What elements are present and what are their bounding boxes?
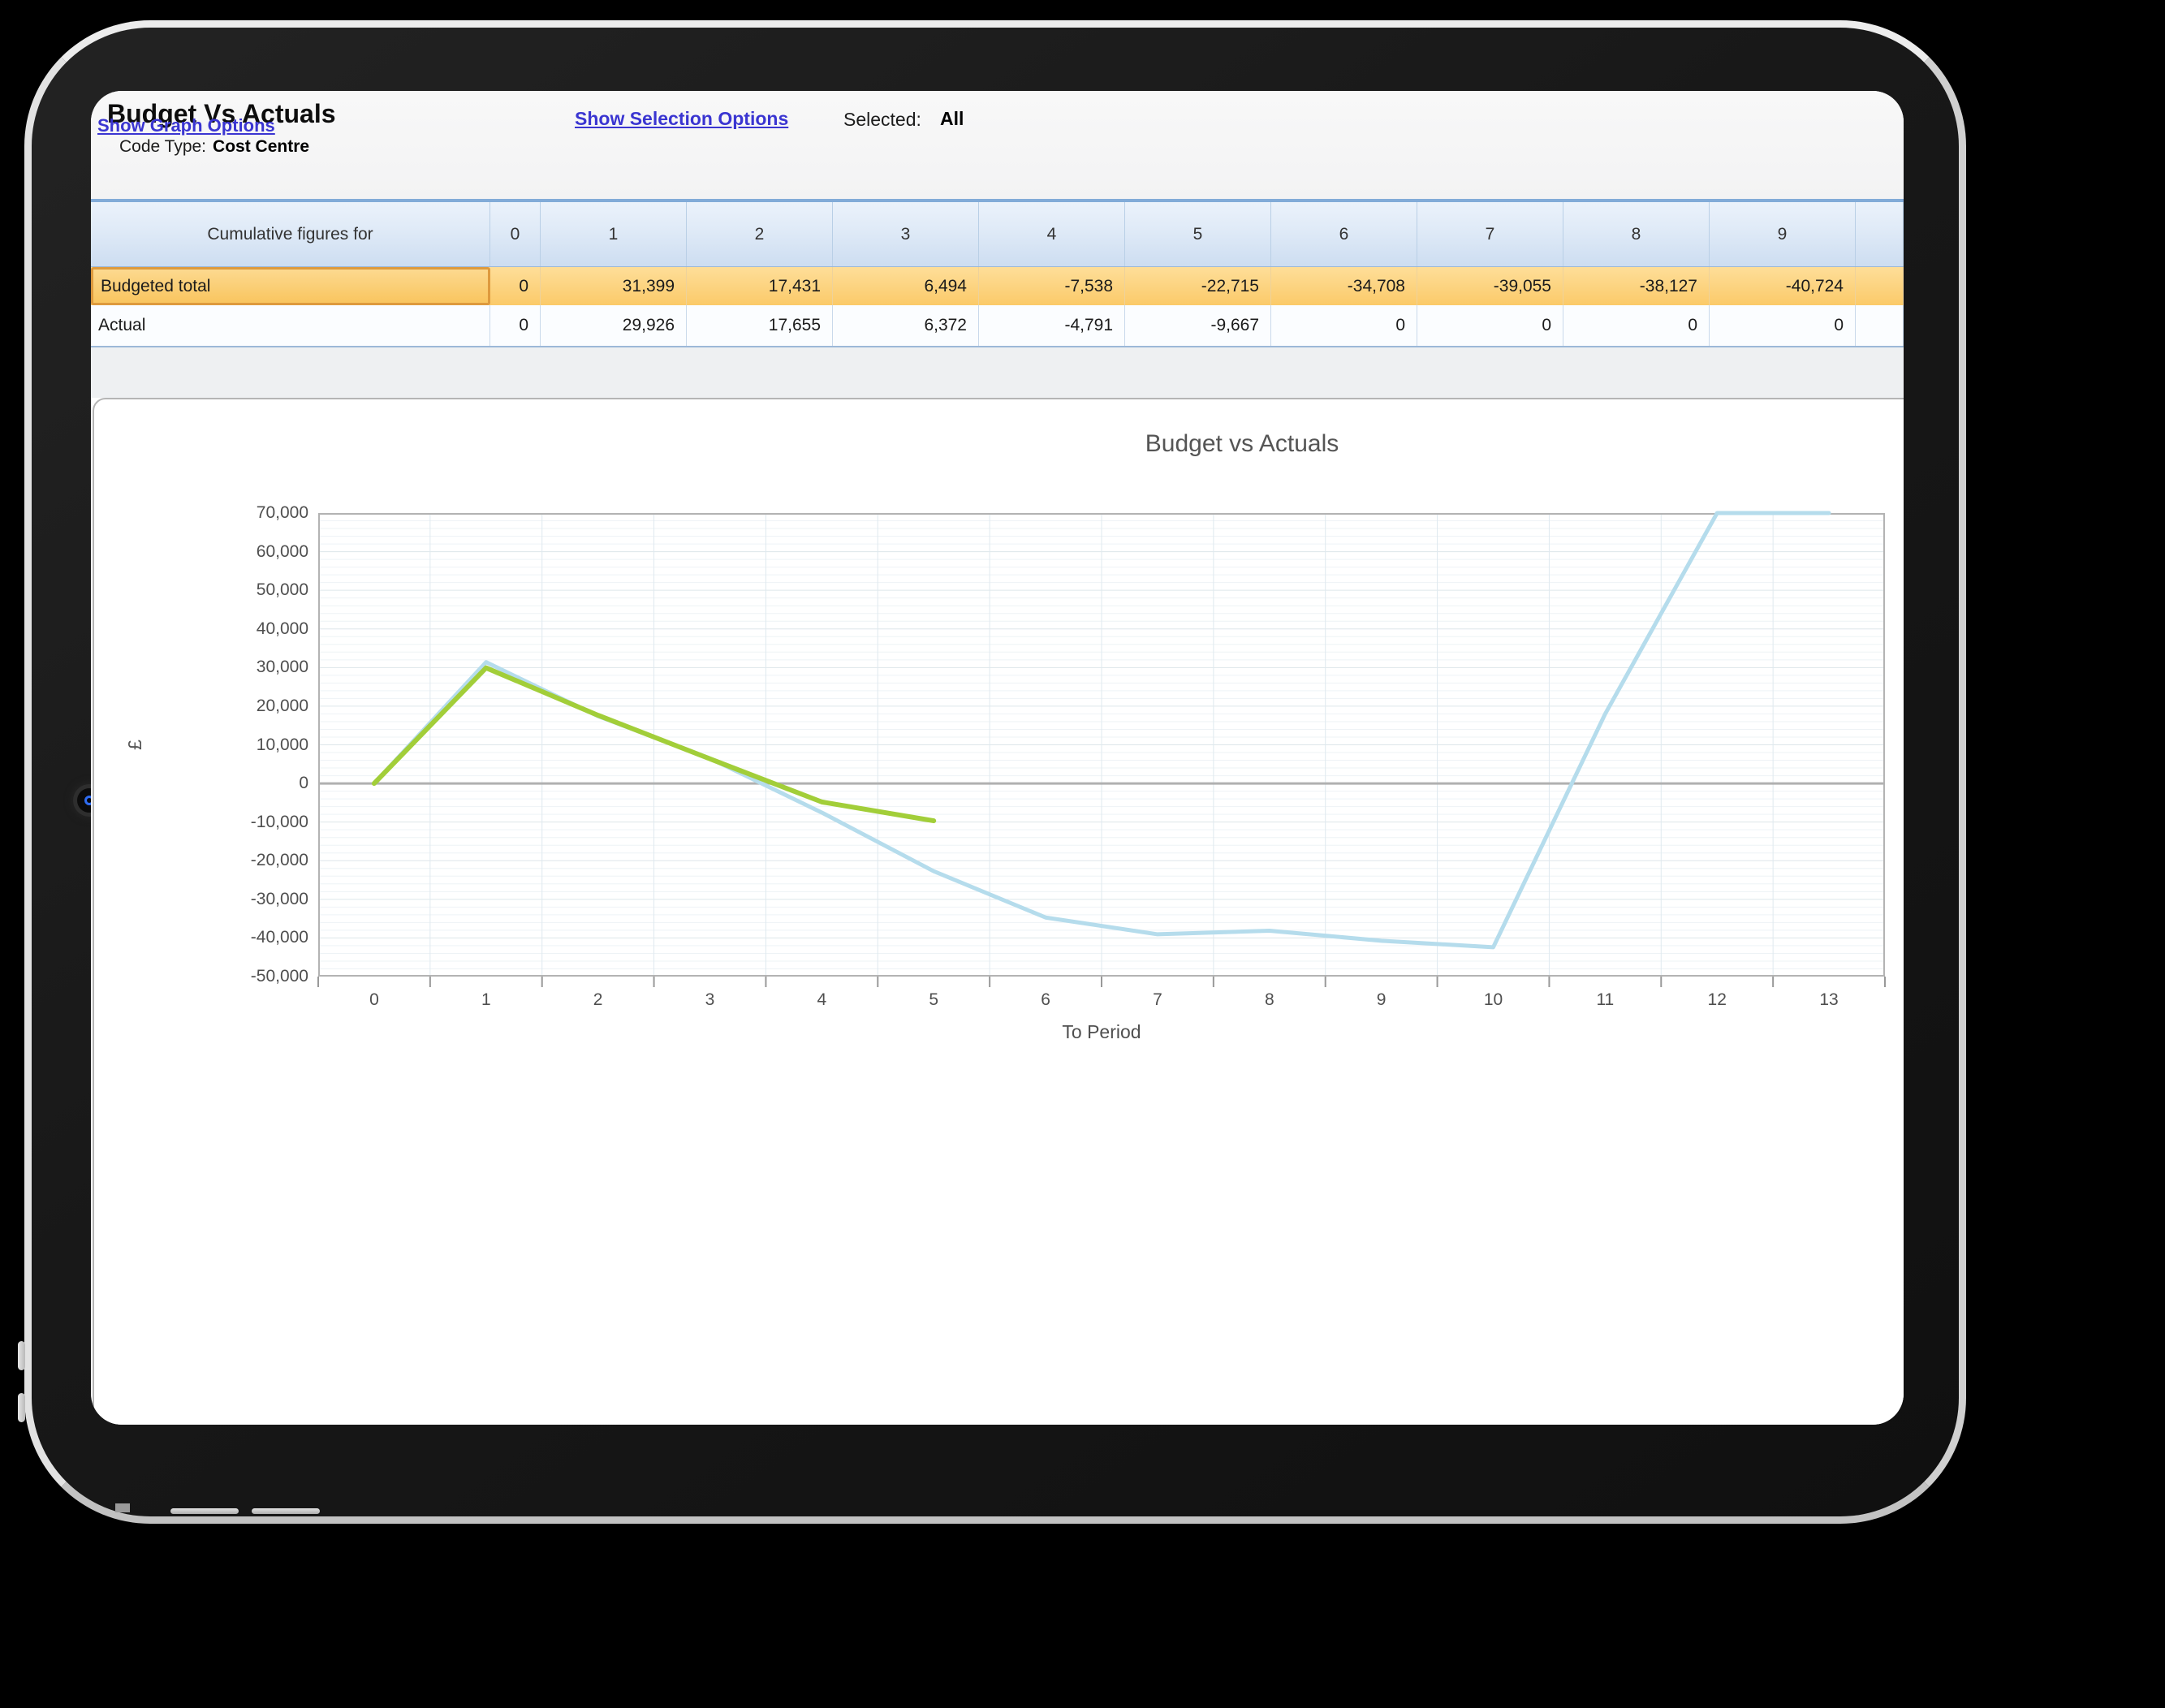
value-cell[interactable]: 17,431 [687, 267, 833, 305]
partial-value-cell [1856, 305, 1904, 346]
code-type-label: Code Type: [119, 137, 207, 156]
value-cell[interactable]: -40,724 [1710, 267, 1856, 305]
y-tick-label: 40,000 [256, 619, 308, 638]
value-cell[interactable]: -22,715 [1125, 267, 1271, 305]
value-cell[interactable]: 6,372 [833, 305, 979, 346]
budgeted-total-row[interactable]: Budgeted total 0 31,399 17,431 6,494 -7,538 -2… [91, 267, 1904, 305]
y-tick-label: 60,000 [256, 541, 308, 561]
y-tick-label: -30,000 [250, 889, 308, 908]
chart-panel [93, 398, 1904, 1425]
chart-title: Budget vs Actuals [1145, 430, 1339, 457]
y-tick-label: 50,000 [256, 580, 308, 600]
period-column-header: 3 [833, 202, 979, 266]
x-tick-label: 5 [929, 990, 939, 1009]
selected-label: Selected: [843, 109, 921, 130]
x-tick-label: 8 [1264, 990, 1274, 1009]
show-graph-options-link[interactable]: Show Graph Options [97, 115, 275, 136]
period-column-header: 1 [541, 202, 687, 266]
y-tick-label: 20,000 [256, 696, 308, 715]
value-cell[interactable]: 31,399 [541, 267, 687, 305]
y-tick-label: 10,000 [256, 735, 308, 754]
value-cell[interactable]: 0 [1563, 305, 1710, 346]
series-line-actual [371, 665, 937, 824]
x-tick-label: 7 [1153, 990, 1162, 1009]
value-cell[interactable]: 6,494 [833, 267, 979, 305]
y-tick-label: 70,000 [256, 503, 308, 522]
x-tick-label: 13 [1819, 990, 1839, 1009]
value-cell[interactable]: -39,055 [1417, 267, 1563, 305]
value-cell[interactable]: -38,127 [1563, 267, 1710, 305]
cumulative-table: Cumulative figures for 0 1 2 3 4 5 6 7 8 9 Budgeted… [91, 199, 1904, 347]
table-footer-strip [91, 347, 1904, 398]
y-tick-label: -50,000 [250, 967, 308, 986]
code-type-row: Code Type: Cost Centre [119, 137, 309, 157]
y-tick-label: -20,000 [250, 851, 308, 870]
x-tick-label: 6 [1041, 990, 1050, 1009]
period-column-header: 9 [1710, 202, 1856, 266]
x-tick-label: 12 [1707, 990, 1727, 1009]
value-cell[interactable]: 0 [1271, 305, 1417, 346]
actual-row[interactable]: Actual 0 29,926 17,655 6,372 -4,791 -9,667 0 0 0 0 [91, 305, 1904, 347]
plot-border [318, 513, 1885, 977]
x-tick-label: 3 [705, 990, 715, 1009]
x-tick-label: 0 [369, 990, 379, 1009]
row-label-cell[interactable]: Actual [91, 305, 490, 346]
row-label-cell[interactable]: Budgeted total [91, 267, 490, 305]
y-tick-label: -40,000 [250, 928, 308, 947]
x-tick-label: 9 [1376, 990, 1387, 1009]
y-axis-label: £ [123, 740, 145, 750]
period-column-header: 2 [687, 202, 833, 266]
period-column-header: 4 [979, 202, 1125, 266]
port-notch [115, 1503, 130, 1512]
value-cell[interactable]: -9,667 [1125, 305, 1271, 346]
code-type-value: Cost Centre [213, 137, 310, 156]
y-tick-label: 0 [299, 774, 308, 793]
value-cell[interactable]: -34,708 [1271, 267, 1417, 305]
value-cell[interactable]: 0 [1710, 305, 1856, 346]
period-column-header: 8 [1563, 202, 1710, 266]
x-axis-label: To Period [1062, 1021, 1141, 1042]
partial-column-header [1856, 202, 1904, 266]
value-cell[interactable]: 0 [490, 305, 541, 346]
table-header-row: Cumulative figures for 0 1 2 3 4 5 6 7 8 9 [91, 199, 1904, 267]
show-selection-options-link[interactable]: Show Selection Options [575, 108, 789, 129]
x-tick-label: 2 [593, 990, 603, 1009]
volume-up-button[interactable] [18, 1341, 25, 1370]
value-cell[interactable]: -4,791 [979, 305, 1125, 346]
table-header-label: Cumulative figures for [91, 202, 490, 266]
y-tick-label: -10,000 [250, 812, 308, 831]
y-tick-label: 30,000 [256, 658, 308, 677]
selected-value: All [940, 108, 964, 129]
value-cell[interactable]: 0 [1417, 305, 1563, 346]
period-column-header: 7 [1417, 202, 1563, 266]
page-title: Budget Vs Actuals [107, 99, 336, 128]
app-header: Budget Vs Actuals Show Selection Options… [91, 91, 1904, 199]
x-tick-label: 4 [817, 990, 827, 1009]
x-tick-label: 1 [481, 990, 491, 1009]
period-column-header: 6 [1271, 202, 1417, 266]
device-screen: Budget Vs Actuals Show Selection Options… [91, 91, 1904, 1425]
period-column-header: 0 [490, 202, 541, 266]
chart-plot [317, 511, 1886, 987]
value-cell[interactable]: -7,538 [979, 267, 1125, 305]
partial-value-cell [1856, 267, 1904, 305]
x-tick-label: 11 [1596, 990, 1615, 1009]
value-cell[interactable]: 29,926 [541, 305, 687, 346]
value-cell[interactable]: 17,655 [687, 305, 833, 346]
volume-down-button[interactable] [18, 1393, 25, 1422]
value-cell[interactable]: 0 [490, 267, 541, 305]
speaker-slot [252, 1508, 320, 1514]
period-column-header: 5 [1125, 202, 1271, 266]
x-tick-label: 10 [1483, 990, 1503, 1009]
speaker-slot [170, 1508, 239, 1514]
